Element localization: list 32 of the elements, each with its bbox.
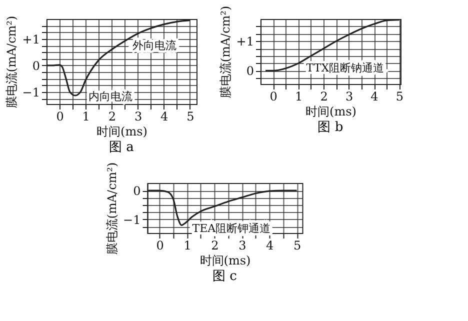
x-tick-label: 1 <box>82 110 90 124</box>
y-tick-label: 0 <box>32 58 40 73</box>
x-tick-label: 1 <box>184 238 192 252</box>
x-tick-label: 2 <box>211 238 219 252</box>
x-tick-label: 0 <box>56 110 64 124</box>
y-tick-label: +1 <box>22 32 40 46</box>
x-tick-label: 2 <box>108 110 116 124</box>
x-tick-label: 3 <box>345 90 354 104</box>
x-tick-label: 2 <box>320 90 328 104</box>
y-tick-label: −1 <box>22 86 40 100</box>
y-tick-label: +1 <box>236 34 254 49</box>
y-axis-title: 膜电流(mA/cm²) <box>218 6 232 98</box>
x-tick-label: 0 <box>270 90 278 104</box>
y-axis-title: 膜电流(mA/cm²) <box>4 16 18 108</box>
x-tick-label: 3 <box>134 110 142 124</box>
x-tick-label: 5 <box>396 90 404 104</box>
text: 图 a <box>109 140 134 155</box>
y-axis-title: 膜电流(mA/cm²) <box>105 162 120 255</box>
x-tick-label: 0 <box>156 238 164 252</box>
x-tick-label: 4 <box>160 110 169 124</box>
x-tick-label: 5 <box>293 238 302 252</box>
y-tick-label: −1 <box>123 212 141 227</box>
text: 图 b <box>318 120 344 135</box>
text: 图 c <box>212 269 237 284</box>
x-tick-label: 4 <box>370 90 379 104</box>
x-tick-label: 3 <box>238 238 246 252</box>
x-tick-label: 4 <box>266 238 274 252</box>
x-axis-title: 时间(ms) <box>200 254 251 268</box>
x-tick-label: 1 <box>294 90 303 104</box>
x-axis-title: 时间(ms) <box>96 124 148 138</box>
x-axis-title: 时间(ms) <box>306 104 356 118</box>
x-tick-label: 5 <box>186 110 194 124</box>
